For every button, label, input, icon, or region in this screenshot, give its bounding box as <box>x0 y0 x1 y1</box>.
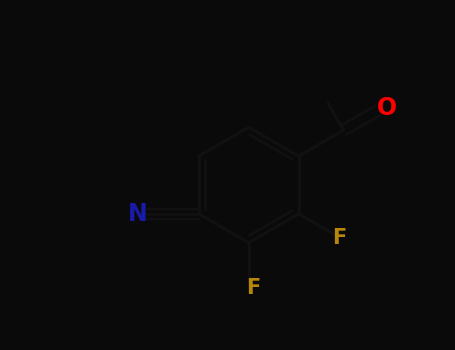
Text: F: F <box>332 228 346 248</box>
Text: N: N <box>128 202 148 226</box>
Text: F: F <box>246 278 260 298</box>
Text: O: O <box>377 96 397 120</box>
